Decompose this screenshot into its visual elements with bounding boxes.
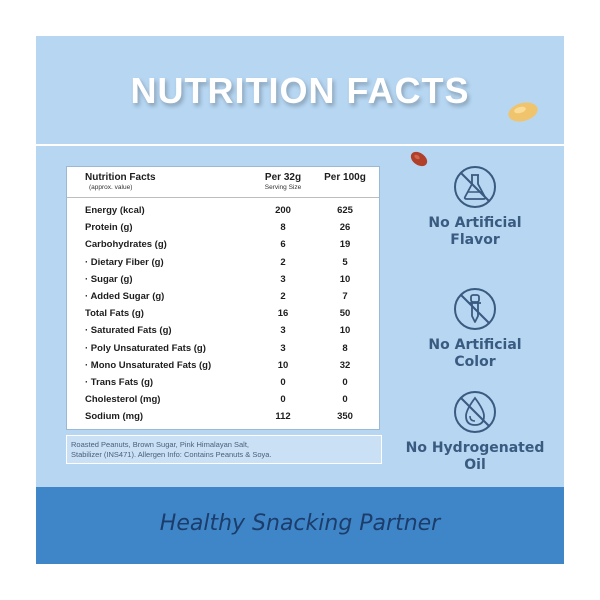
nutrition-facts-table: Nutrition Facts (approx. value) Per 32g …	[66, 166, 380, 430]
row-label: Energy (kcal)	[85, 205, 145, 216]
row-per-serving: 16	[277, 308, 289, 320]
row-label: Protein (g)	[85, 222, 133, 234]
badge-label-line-2: Color	[454, 354, 496, 370]
row-per-serving: 0	[280, 394, 286, 406]
row-per-100g: 0	[342, 376, 348, 388]
row-label: · Added Sugar (g)	[85, 290, 165, 302]
table-row: · Dietary Fiber (g) 2 5	[67, 255, 379, 272]
table-header: Nutrition Facts (approx. value) Per 32g …	[67, 167, 379, 198]
row-per-serving: 3	[280, 273, 286, 285]
row-per-100g: 10	[339, 325, 351, 337]
oil-drop-icon	[454, 391, 496, 433]
header-divider	[36, 144, 564, 146]
table-row: Total Fats (g) 16 50	[67, 306, 379, 323]
header: NUTRITION FACTS	[36, 36, 564, 144]
row-label: · Mono Unsaturated Fats (g)	[85, 359, 212, 371]
table-row: Energy (kcal) 200 625	[67, 203, 379, 220]
peanut-icon	[508, 102, 538, 122]
badge-label-line-2: Oil	[464, 457, 486, 473]
table-row: Cholesterol (mg) 0 0	[67, 392, 379, 409]
badge-label-line-2: Flavor	[450, 232, 500, 248]
table-row: Carbohydrates (g) 6 19	[67, 237, 379, 254]
row-per-serving: 200	[275, 205, 291, 216]
row-label: Carbohydrates (g)	[85, 239, 167, 251]
row-label: Total Fats (g)	[85, 308, 144, 320]
row-label: Sodium (mg)	[85, 411, 144, 423]
table-row: · Trans Fats (g) 0 0	[67, 375, 379, 392]
table-subtitle: (approx. value)	[89, 184, 133, 191]
row-per-serving: 2	[280, 256, 286, 268]
row-per-serving: 8	[280, 222, 286, 234]
row-per-100g: 8	[342, 342, 348, 354]
row-per-serving: 112	[275, 411, 291, 423]
row-per-100g: 625	[337, 205, 353, 216]
badge-no-artificial-flavor: No Artificial Flavor	[390, 164, 560, 249]
row-per-serving: 0	[280, 376, 286, 388]
badge-label-line-1: No Artificial	[428, 215, 522, 231]
badge-no-hydrogenated-oil: No Hydrogenated Oil	[390, 389, 560, 474]
table-row: · Mono Unsaturated Fats (g) 10 32	[67, 358, 379, 375]
footer-banner: Healthy Snacking Partner	[36, 487, 564, 564]
column-subheader-serving-size: Serving Size	[264, 184, 302, 191]
tagline: Healthy Snacking Partner	[159, 511, 441, 536]
row-per-100g: 0	[342, 394, 348, 406]
table-row: · Added Sugar (g) 2 7	[67, 289, 379, 306]
row-per-100g: 32	[339, 359, 351, 371]
row-per-100g: 5	[342, 256, 348, 268]
row-per-100g: 19	[339, 239, 351, 251]
ingredients-line-2: Stabilizer (INS471). Allergen Info: Cont…	[71, 450, 272, 459]
dropper-icon	[454, 288, 496, 330]
row-label: · Dietary Fiber (g)	[85, 256, 164, 268]
row-label: · Sugar (g)	[85, 273, 133, 285]
badge-label-line-1: No Artificial	[428, 337, 522, 353]
flask-icon	[454, 166, 496, 208]
row-per-serving: 3	[280, 325, 286, 337]
row-label: · Poly Unsaturated Fats (g)	[85, 342, 206, 354]
row-per-100g: 10	[339, 273, 351, 285]
badge-no-artificial-color: No Artificial Color	[390, 286, 560, 371]
ingredients-box: Roasted Peanuts, Brown Sugar, Pink Himal…	[66, 435, 382, 464]
row-per-serving: 3	[280, 342, 286, 354]
row-label: Cholesterol (mg)	[85, 394, 161, 406]
table-row: Protein (g) 8 26	[67, 220, 379, 237]
row-per-100g: 350	[337, 411, 353, 423]
ingredients-line-1: Roasted Peanuts, Brown Sugar, Pink Himal…	[71, 440, 250, 449]
column-header-per-100g: Per 100g	[324, 172, 366, 183]
row-per-serving: 2	[280, 290, 286, 302]
row-label: · Trans Fats (g)	[85, 376, 154, 388]
table-body: Energy (kcal) 200 625 Protein (g) 8 26 Carbo…	[67, 203, 379, 426]
table-row: · Sugar (g) 3 10	[67, 272, 379, 289]
table-row: Sodium (mg) 112 350	[67, 409, 379, 426]
row-per-serving: 6	[280, 239, 286, 251]
table-title: Nutrition Facts	[85, 172, 156, 183]
table-row: · Poly Unsaturated Fats (g) 3 8	[67, 341, 379, 358]
nutrition-panel: NUTRITION FACTS Nutrition Facts (approx.…	[36, 36, 564, 564]
row-per-100g: 26	[339, 222, 351, 234]
row-per-100g: 7	[342, 290, 348, 302]
page-title: NUTRITION FACTS	[130, 70, 470, 111]
row-per-100g: 50	[339, 308, 351, 320]
column-header-per-serving: Per 32g	[264, 172, 302, 183]
table-row: · Saturated Fats (g) 3 10	[67, 323, 379, 340]
peanut-skin-icon	[410, 151, 428, 167]
row-label: · Saturated Fats (g)	[85, 325, 172, 337]
row-per-serving: 10	[277, 359, 289, 371]
badge-label-line-1: No Hydrogenated	[405, 440, 545, 456]
